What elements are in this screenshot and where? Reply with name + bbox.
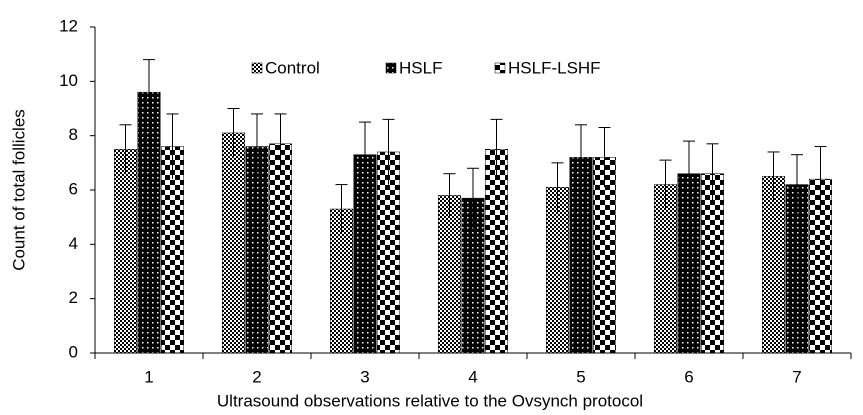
y-tick-label: 6	[69, 179, 78, 198]
bar	[137, 91, 161, 354]
y-axis-title: Count of total follicles	[9, 109, 28, 271]
bar	[654, 184, 677, 354]
x-tick-label: 2	[252, 367, 261, 386]
y-tick-label: 4	[69, 234, 78, 253]
legend-label: HSLF-LSHF	[508, 58, 601, 77]
bar	[546, 187, 569, 354]
bar	[269, 143, 292, 354]
y-tick-label: 0	[69, 342, 78, 361]
x-tick-label: 5	[576, 367, 585, 386]
bar	[222, 132, 245, 354]
legend-swatch	[385, 62, 397, 74]
bar	[438, 195, 461, 354]
x-axis-title: Ultrasound observations relative to the …	[217, 391, 643, 410]
x-tick-label: 1	[144, 367, 153, 386]
y-tick-label: 12	[59, 16, 78, 35]
legend-label: HSLF	[399, 58, 442, 77]
x-tick-label: 6	[684, 367, 693, 386]
bar	[114, 149, 137, 354]
y-tick-label: 2	[69, 288, 78, 307]
legend-swatch	[251, 62, 263, 74]
x-tick-label: 3	[360, 367, 369, 386]
bar	[762, 176, 785, 354]
y-tick-label: 10	[59, 71, 78, 90]
x-tick-label: 4	[468, 367, 477, 386]
y-tick-label: 8	[69, 125, 78, 144]
x-tick-label: 7	[792, 367, 801, 386]
bar	[485, 149, 508, 354]
legend-label: Control	[265, 58, 320, 77]
legend-swatch	[494, 62, 506, 74]
